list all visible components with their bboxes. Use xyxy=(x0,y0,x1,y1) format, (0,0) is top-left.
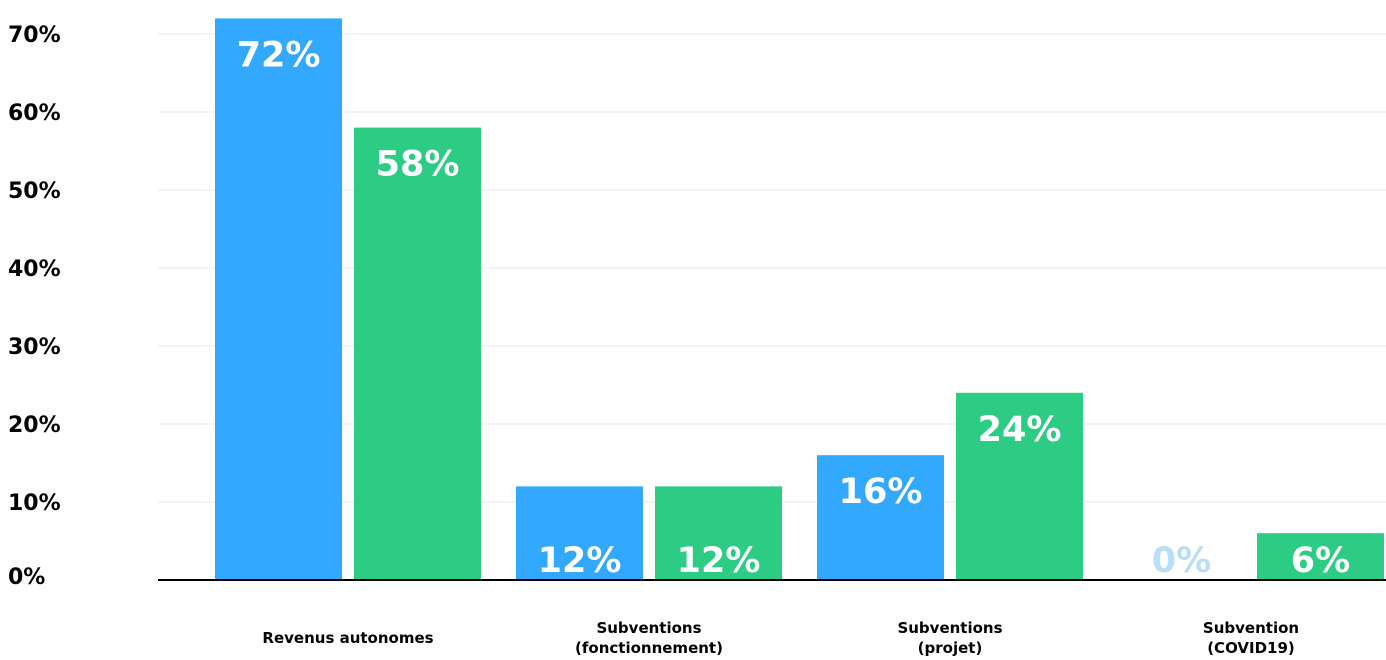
bar-value-label: 12% xyxy=(677,541,761,581)
bar-value-label: 6% xyxy=(1291,541,1350,581)
y-tick-label: 40% xyxy=(8,257,61,282)
bars xyxy=(215,18,1384,580)
bar-value-label: 58% xyxy=(376,145,460,185)
y-axis-ticks: 0% 10% 20% 30% 40% 50% 60% 70% xyxy=(8,23,61,590)
category-labels: Revenus autonomes Subventions (fonctionnem… xyxy=(262,619,1299,657)
bar xyxy=(354,127,481,580)
y-tick-label: 50% xyxy=(8,179,61,204)
bar-value-label: 24% xyxy=(978,410,1062,450)
bar-value-label: 72% xyxy=(237,35,321,75)
bar xyxy=(215,18,342,580)
category-label: Subvention (COVID19) xyxy=(1203,619,1299,657)
category-label: Subventions (fonctionnement) xyxy=(575,619,723,657)
y-tick-label: 0% xyxy=(8,565,45,590)
bar xyxy=(655,486,782,580)
bar-value-label: 16% xyxy=(839,472,923,512)
bar xyxy=(1257,533,1384,580)
y-tick-label: 20% xyxy=(8,413,61,438)
bar xyxy=(817,455,944,580)
y-tick-label: 70% xyxy=(8,23,61,48)
bar xyxy=(956,392,1083,580)
category-label: Revenus autonomes xyxy=(262,629,433,647)
gridlines xyxy=(158,33,1386,503)
bar-value-label: 12% xyxy=(538,541,622,581)
bar-value-labels: 72% 12% 16% 0% 58% 12% 24% 6% xyxy=(237,35,1351,581)
bar xyxy=(516,486,643,580)
y-tick-label: 60% xyxy=(8,101,61,126)
bar-value-label: 0% xyxy=(1152,541,1211,581)
y-tick-label: 30% xyxy=(8,335,61,360)
category-label: Subventions (projet) xyxy=(897,619,1002,657)
y-tick-label: 10% xyxy=(8,491,61,516)
